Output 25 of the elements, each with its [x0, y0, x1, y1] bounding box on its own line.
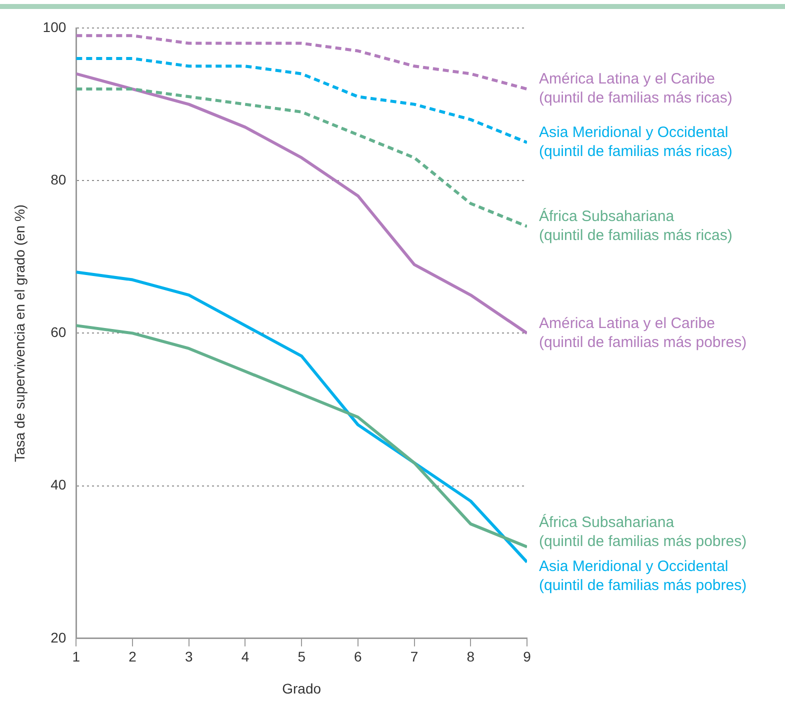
x-tick-label: 5 — [298, 648, 306, 665]
x-tick-label: 9 — [523, 648, 532, 665]
y-axis-title: Tasa de supervivencia en el grado (en %) — [11, 204, 28, 462]
x-tick-label: 1 — [72, 648, 80, 665]
line-series — [76, 57, 527, 144]
x-tick-label: 4 — [241, 648, 250, 665]
series-label: África Subsahariana (quintil de familias más ricas) — [539, 207, 732, 244]
x-tick-label: 7 — [410, 648, 418, 665]
y-tick-label: 80 — [50, 171, 66, 188]
y-tick-label: 40 — [50, 476, 66, 493]
y-tick-label: 100 — [42, 18, 66, 35]
x-tick-label: 2 — [128, 648, 137, 665]
x-tick-label: 6 — [354, 648, 362, 665]
series-label: África Subsahariana (quintil de familias más pobres) — [539, 513, 747, 550]
line-series — [76, 34, 527, 91]
series-label: América Latina y el Caribe (quintil de familias más ricas) — [539, 70, 732, 107]
line-series — [76, 88, 527, 228]
x-tick-label: 3 — [184, 648, 193, 665]
y-tick-label: 60 — [50, 324, 66, 340]
series-label: Asia Meridional y Occidental (quintil de familias más pobres) — [539, 558, 747, 594]
series-label: América Latina y el Caribe (quintil de familias más pobres) — [539, 314, 747, 351]
series-label: Asia Meridional y Occidental (quintil de familias más ricas) — [539, 124, 732, 160]
x-axis-title: Grado — [282, 680, 322, 696]
x-tick-label: 8 — [466, 648, 475, 665]
y-tick-label: 20 — [50, 629, 66, 646]
